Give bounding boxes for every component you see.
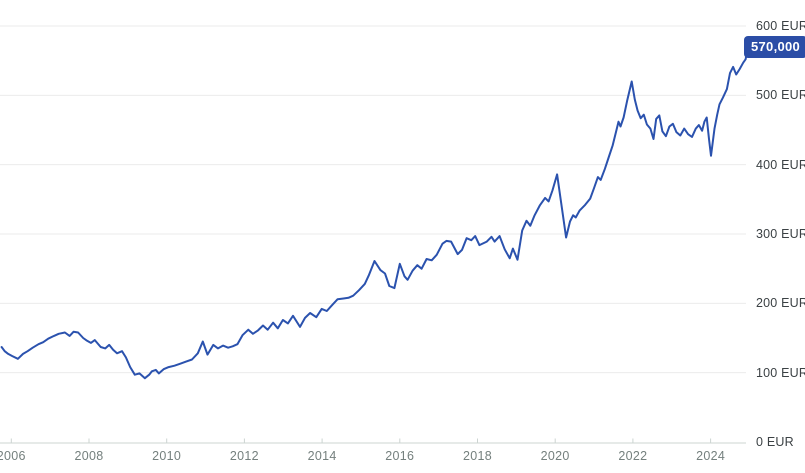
y-axis-label: 600 EUR bbox=[756, 19, 805, 33]
x-axis-label: 2006 bbox=[0, 449, 26, 463]
current-value-badge: 570,000 bbox=[744, 36, 805, 58]
y-axis-label: 300 EUR bbox=[756, 227, 805, 241]
y-axis-label: 200 EUR bbox=[756, 296, 805, 311]
x-axis-label: 2016 bbox=[385, 449, 415, 463]
y-axis-label: 0 EUR bbox=[756, 435, 794, 449]
y-axis-label: 500 EUR bbox=[756, 88, 805, 103]
x-axis-label: 2008 bbox=[74, 449, 104, 463]
x-axis-label: 2018 bbox=[462, 449, 492, 463]
x-axis-label: 2024 bbox=[696, 449, 726, 463]
y-axis-label: 100 EUR bbox=[756, 365, 805, 380]
x-axis-label: 2020 bbox=[540, 449, 570, 463]
y-axis-label: 400 EUR bbox=[756, 157, 805, 172]
x-axis-label: 2014 bbox=[307, 449, 337, 463]
x-axis-label: 2010 bbox=[152, 449, 182, 463]
price-line[interactable] bbox=[0, 45, 749, 380]
x-axis-label: 2022 bbox=[618, 449, 648, 463]
x-axis-label: 2012 bbox=[229, 449, 259, 463]
